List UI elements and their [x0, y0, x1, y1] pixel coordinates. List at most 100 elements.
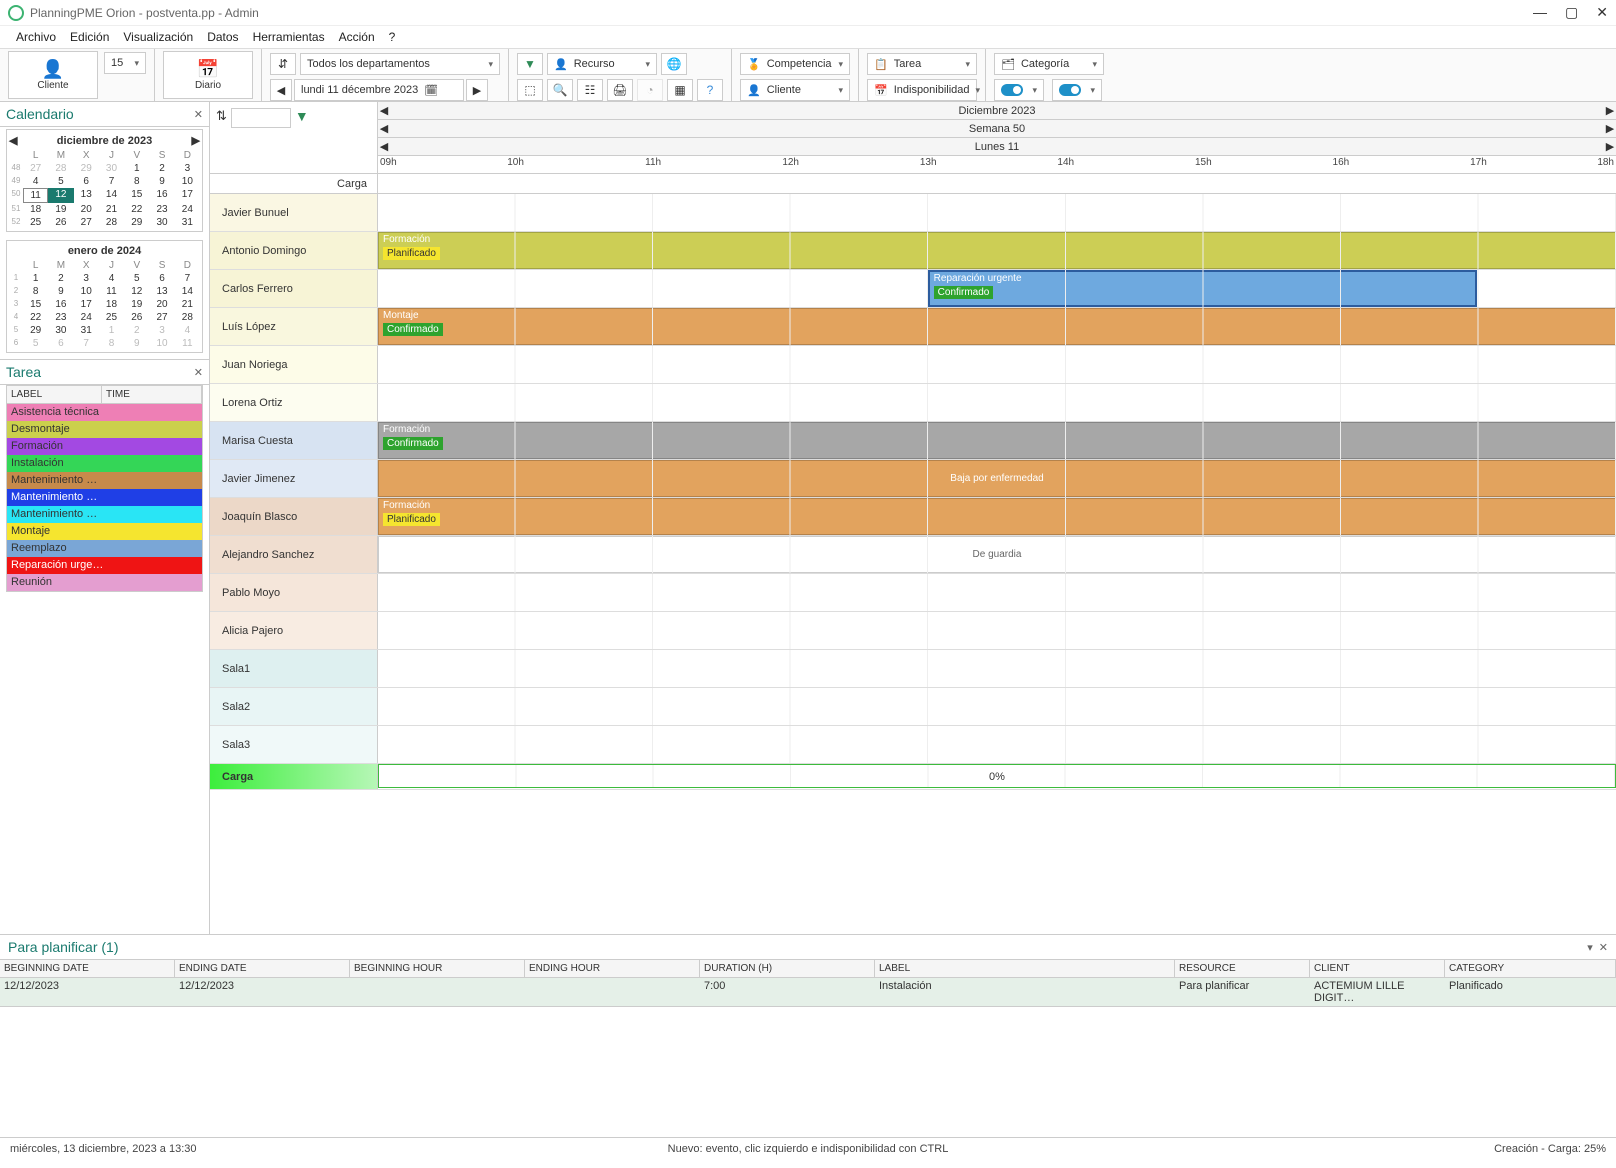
resource-cells[interactable] — [378, 574, 1616, 611]
cliente-button[interactable]: 👤 Cliente — [8, 51, 98, 99]
cal-day[interactable]: 10 — [175, 175, 200, 188]
cal-day[interactable]: 19 — [124, 298, 149, 311]
cal-day[interactable]: 31 — [175, 216, 200, 229]
categoria-dropdown[interactable]: 🗂Categoría▾ — [994, 53, 1104, 75]
menu-edicion[interactable]: Edición — [70, 30, 109, 44]
cal-day[interactable]: 29 — [124, 216, 149, 229]
tarea-row[interactable]: Mantenimiento … — [7, 472, 202, 489]
cal-day[interactable]: 25 — [23, 216, 48, 229]
search-icon[interactable]: 🔍 — [547, 79, 573, 101]
diario-button[interactable]: 📅 Diario — [163, 51, 253, 99]
schedule-event[interactable]: FormaciónConfirmado — [378, 422, 1616, 459]
cal-day[interactable]: 13 — [149, 285, 174, 298]
cal-day[interactable]: 23 — [149, 203, 174, 216]
cal-day[interactable]: 29 — [74, 162, 99, 175]
cal-day[interactable]: 19 — [48, 203, 73, 216]
schedule-event[interactable]: Baja por enfermedad — [378, 460, 1616, 497]
month-next[interactable]: ▶ — [1604, 102, 1616, 119]
cal-day[interactable]: 15 — [124, 188, 149, 203]
cal-day[interactable]: 3 — [175, 162, 200, 175]
bottom-close-icon[interactable]: ✕ — [1599, 941, 1608, 954]
cal-day[interactable]: 13 — [74, 188, 99, 203]
cal-day[interactable]: 6 — [149, 272, 174, 285]
tarea-row[interactable]: Reunión — [7, 574, 202, 591]
cal-day[interactable]: 20 — [74, 203, 99, 216]
cal-day[interactable]: 4 — [99, 272, 124, 285]
cal-day[interactable]: 28 — [175, 311, 200, 324]
spin-value[interactable]: 15▾ — [104, 52, 146, 74]
cal-day[interactable]: 4 — [175, 324, 200, 337]
cal-day[interactable]: 4 — [23, 175, 48, 188]
cal-day[interactable]: 30 — [149, 216, 174, 229]
cal-day[interactable]: 1 — [124, 162, 149, 175]
cal-day[interactable]: 26 — [48, 216, 73, 229]
resource-cells[interactable]: Reparación urgenteConfirmado — [378, 270, 1616, 307]
cal-day[interactable]: 18 — [23, 203, 48, 216]
minimize-icon[interactable]: — — [1533, 4, 1547, 21]
cal-day[interactable]: 6 — [48, 337, 73, 350]
cal-prev-icon[interactable]: ◀ — [9, 134, 17, 147]
cal-day[interactable]: 24 — [74, 311, 99, 324]
cal-day[interactable]: 16 — [149, 188, 174, 203]
toggle-2[interactable]: ▾ — [1052, 79, 1102, 101]
print-icon[interactable]: 🖨 — [607, 79, 633, 101]
resource-cells[interactable]: FormaciónConfirmado — [378, 422, 1616, 459]
bottom-data-row[interactable]: 12/12/2023 12/12/2023 7:00 Instalación P… — [0, 978, 1616, 1007]
week-next[interactable]: ▶ — [1604, 120, 1616, 137]
cal-day[interactable]: 3 — [149, 324, 174, 337]
month-prev[interactable]: ◀ — [378, 102, 390, 119]
cal-day[interactable]: 11 — [175, 337, 200, 350]
help-icon[interactable]: ? — [697, 79, 723, 101]
grid-body[interactable]: Javier BunuelAntonio DomingoFormaciónPla… — [210, 194, 1616, 934]
cal-day[interactable]: 2 — [48, 272, 73, 285]
cal-day[interactable]: 24 — [175, 203, 200, 216]
resource-cells[interactable]: De guardia — [378, 536, 1616, 573]
cal-day[interactable]: 9 — [149, 175, 174, 188]
cal-day[interactable]: 28 — [48, 162, 73, 175]
cal-day[interactable]: 14 — [175, 285, 200, 298]
cal-day[interactable]: 12 — [124, 285, 149, 298]
resource-cells[interactable] — [378, 650, 1616, 687]
tarea-row[interactable]: Asistencia técnica — [7, 404, 202, 421]
cal-day[interactable]: 22 — [23, 311, 48, 324]
cal-day[interactable]: 17 — [175, 188, 200, 203]
date-next-button[interactable]: ▶ — [466, 79, 488, 101]
resource-cells[interactable] — [378, 346, 1616, 383]
cal-day[interactable]: 23 — [48, 311, 73, 324]
resource-cells[interactable] — [378, 726, 1616, 763]
cal-day[interactable]: 10 — [74, 285, 99, 298]
cal-day[interactable]: 28 — [99, 216, 124, 229]
globe-icon[interactable]: 🌐 — [661, 53, 687, 75]
tarea-row[interactable]: Desmontaje — [7, 421, 202, 438]
schedule-event[interactable]: De guardia — [378, 536, 1616, 573]
cal-day[interactable]: 7 — [175, 272, 200, 285]
cal-next-icon[interactable]: ▶ — [192, 134, 200, 147]
tarea-row[interactable]: Mantenimiento … — [7, 489, 202, 506]
resource-cells[interactable]: FormaciónPlanificado — [378, 232, 1616, 269]
day-next[interactable]: ▶ — [1604, 138, 1616, 155]
cal-day[interactable]: 27 — [74, 216, 99, 229]
cal-day[interactable]: 30 — [99, 162, 124, 175]
cal-day[interactable]: 5 — [48, 175, 73, 188]
cal-day[interactable]: 1 — [23, 272, 48, 285]
resource-cells[interactable] — [378, 612, 1616, 649]
tree-icon[interactable]: ☷ — [577, 79, 603, 101]
resource-cells[interactable]: FormaciónPlanificado — [378, 498, 1616, 535]
cal-day[interactable]: 21 — [175, 298, 200, 311]
cal-day[interactable]: 10 — [149, 337, 174, 350]
tarea-row[interactable]: Montaje — [7, 523, 202, 540]
cal-day[interactable]: 8 — [124, 175, 149, 188]
select-icon[interactable]: ⬚ — [517, 79, 543, 101]
cal-day[interactable]: 22 — [124, 203, 149, 216]
date-prev-button[interactable]: ◀ — [270, 79, 292, 101]
cal-day[interactable]: 7 — [74, 337, 99, 350]
schedule-event[interactable]: FormaciónPlanificado — [378, 232, 1616, 269]
hierarchy-icon[interactable]: ⇵ — [270, 53, 296, 75]
cal-day[interactable]: 11 — [99, 285, 124, 298]
calendario-close-icon[interactable]: ✕ — [194, 108, 203, 121]
sched-filter-input[interactable] — [231, 108, 291, 128]
schedule-event[interactable]: MontajeConfirmado — [378, 308, 1616, 345]
tarea-row[interactable]: Formación — [7, 438, 202, 455]
cal-day[interactable]: 18 — [99, 298, 124, 311]
menu-accion[interactable]: Acción — [339, 30, 375, 44]
